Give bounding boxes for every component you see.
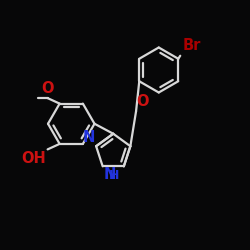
Text: N: N bbox=[104, 167, 116, 182]
Text: Br: Br bbox=[182, 38, 201, 52]
Text: N: N bbox=[82, 130, 95, 146]
Text: H: H bbox=[109, 169, 120, 182]
Text: O: O bbox=[41, 80, 54, 96]
Text: O: O bbox=[136, 94, 149, 109]
Text: OH: OH bbox=[21, 151, 46, 166]
